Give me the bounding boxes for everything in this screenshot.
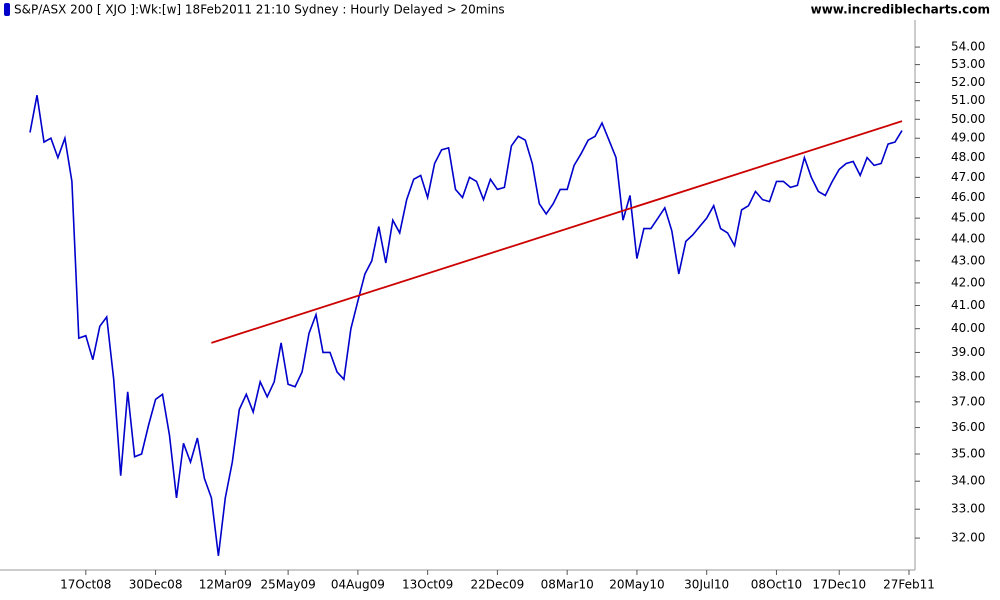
x-tick-label: 30Jul10 <box>684 578 729 592</box>
x-tick-label: 22Dec09 <box>471 578 525 592</box>
y-tick-label: 50.00 <box>951 112 985 126</box>
y-tick-label: 43.00 <box>951 253 985 267</box>
x-tick-label: 20May10 <box>609 578 664 592</box>
price-line <box>29 95 903 556</box>
x-tick-label: 17Oct08 <box>60 578 111 592</box>
y-tick-label: 33.00 <box>951 502 985 516</box>
y-tick-label: 46.00 <box>951 190 985 204</box>
y-tick-label: 38.00 <box>951 369 985 383</box>
x-tick-label: 17Dec10 <box>812 578 866 592</box>
y-tick-label: 41.00 <box>951 298 985 312</box>
y-tick-label: 32.00 <box>951 531 985 545</box>
y-tick-label: 52.00 <box>951 75 985 89</box>
y-tick-label: 47.00 <box>951 170 985 184</box>
x-tick-label: 30Dec08 <box>129 578 183 592</box>
y-tick-label: 49.00 <box>951 131 985 145</box>
chart-title: S&P/ASX 200 [ XJO ]:Wk:[w] 18Feb2011 21:… <box>14 3 505 17</box>
y-tick-label: 34.00 <box>951 474 985 488</box>
trend-line <box>211 120 903 344</box>
y-tick-label: 42.00 <box>951 275 985 289</box>
y-tick-label: 36.00 <box>951 420 985 434</box>
y-tick-label: 54.00 <box>951 40 985 54</box>
y-tick-label: 40.00 <box>951 321 985 335</box>
y-tick-label: 44.00 <box>951 232 985 246</box>
x-tick-label: 08Mar10 <box>541 578 594 592</box>
x-tick-label: 12Mar09 <box>199 578 252 592</box>
x-tick-label: 04Aug09 <box>331 578 385 592</box>
x-tick-label: 27Feb11 <box>883 578 935 592</box>
y-tick-label: 39.00 <box>951 345 985 359</box>
y-tick-label: 48.00 <box>951 150 985 164</box>
y-tick-label: 45.00 <box>951 211 985 225</box>
y-tick-label: 35.00 <box>951 446 985 460</box>
y-tick-label: 53.00 <box>951 57 985 71</box>
y-tick-label: 37.00 <box>951 394 985 408</box>
y-tick-label: 51.00 <box>951 93 985 107</box>
x-tick-label: 08Oct10 <box>751 578 802 592</box>
x-tick-label: 25May09 <box>260 578 315 592</box>
x-tick-label: 13Oct09 <box>402 578 453 592</box>
watermark: www.incrediblecharts.com <box>811 3 990 17</box>
series-icon <box>4 3 10 16</box>
